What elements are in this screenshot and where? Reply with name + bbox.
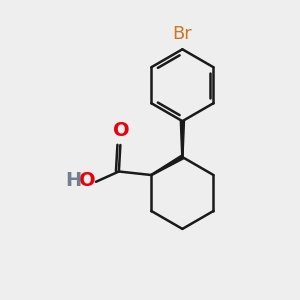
- Polygon shape: [180, 121, 184, 157]
- Text: H: H: [66, 171, 82, 190]
- Text: O: O: [113, 121, 130, 140]
- Polygon shape: [151, 155, 183, 176]
- Text: O: O: [80, 171, 96, 190]
- Text: Br: Br: [172, 25, 192, 43]
